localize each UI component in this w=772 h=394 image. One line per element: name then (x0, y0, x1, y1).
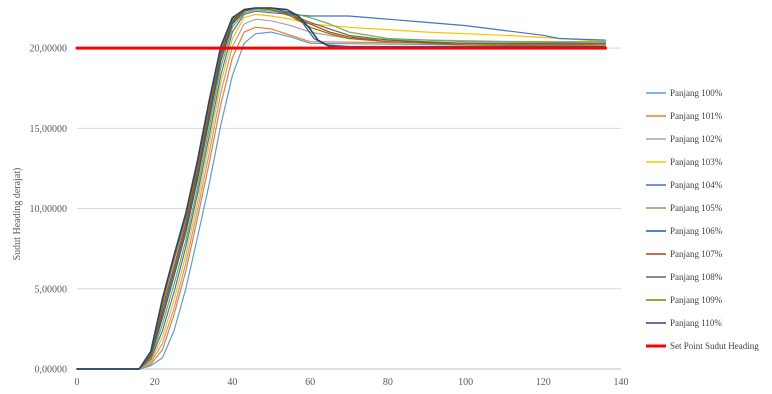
y-axis-title: Sudut Heading derajat) (12, 168, 23, 261)
series-line-8 (76, 7, 607, 370)
legend-label: Panjang 101% (670, 111, 723, 121)
series-lines (75, 7, 607, 370)
series-line-1 (76, 31, 607, 370)
x-tick-label: 140 (614, 377, 629, 388)
legend-label: Panjang 109% (670, 295, 723, 305)
y-tick-label: 0,00000 (35, 365, 68, 376)
series-line-9 (76, 7, 607, 370)
y-tick-label: 20,00000 (30, 44, 68, 55)
x-tick-label: 20 (150, 377, 160, 388)
y-tick-label: 10,00000 (30, 204, 68, 215)
legend-label: Panjang 107% (670, 249, 723, 259)
legend-label: Panjang 108% (670, 272, 723, 282)
legend-label: Panjang 103% (670, 157, 723, 167)
x-tick-label: 80 (383, 377, 393, 388)
series-line-5 (76, 10, 607, 370)
x-tick-label: 0 (75, 377, 80, 388)
series-line-7 (76, 7, 607, 370)
legend-label: Panjang 102% (670, 134, 723, 144)
legend-label: Panjang 100% (670, 88, 723, 98)
series-line-3 (76, 18, 607, 370)
y-tick-label: 15,00000 (30, 124, 68, 135)
y-tick-labels: 0,00000 5,00000 10,00000 15,00000 20,00000 (30, 44, 68, 376)
x-tick-label: 120 (536, 377, 551, 388)
legend-label: Set Point Sudut Heading (670, 341, 759, 351)
x-tick-label: 100 (458, 377, 473, 388)
series-line-4 (76, 13, 607, 370)
legend-label: Panjang 110% (670, 318, 722, 328)
x-tick-label: 60 (305, 377, 315, 388)
legend-label: Panjang 106% (670, 226, 723, 236)
legend-label: Panjang 105% (670, 203, 723, 213)
x-tick-labels: 0 20 40 60 80 100 120 140 (75, 377, 629, 388)
legend-label: Panjang 104% (670, 180, 723, 190)
legend: Panjang 100% Panjang 101% Panjang 102% Panj… (646, 88, 759, 351)
series-line-11 (76, 7, 607, 370)
x-tick-label: 40 (227, 377, 237, 388)
series-line-2 (76, 26, 607, 370)
y-tick-label: 5,00000 (35, 284, 68, 295)
series-line-10 (76, 7, 607, 370)
series-line-6 (76, 9, 607, 370)
